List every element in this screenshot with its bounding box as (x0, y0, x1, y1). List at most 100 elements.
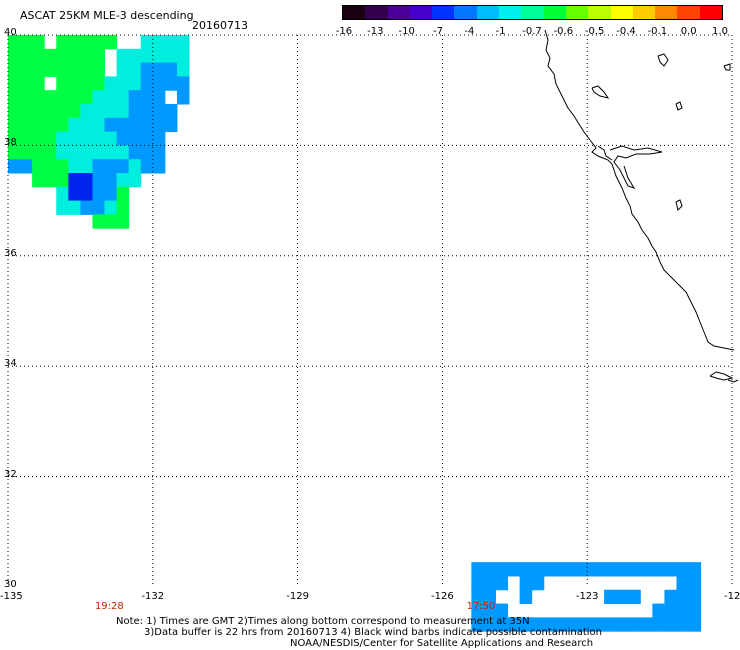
wind-cell (128, 104, 142, 119)
wind-cell (640, 617, 653, 632)
wind-cell (676, 617, 690, 632)
wind-cell (531, 617, 545, 632)
wind-cell (176, 76, 190, 91)
wind-cell (20, 131, 33, 146)
wind-cell (20, 117, 33, 133)
wind-cell (44, 48, 57, 64)
wind-cell (44, 145, 57, 160)
wind-cell (604, 562, 617, 577)
wind-cell (519, 617, 533, 632)
colorbar-swatch (610, 6, 633, 19)
colorbar-swatch (454, 6, 477, 19)
wind-cell (164, 48, 178, 64)
wind-cell (152, 145, 166, 160)
wind-cell (688, 589, 702, 605)
wind-cell (116, 48, 130, 64)
wind-cell (140, 35, 154, 50)
wind-cell (628, 562, 641, 577)
lake-2 (657, 53, 669, 67)
wind-cell (567, 562, 581, 577)
wind-cell (56, 104, 69, 119)
latitude-label: 36 (4, 247, 17, 259)
bay-inlet (597, 145, 613, 161)
wind-cell (471, 562, 484, 577)
colorbar-swatch (521, 6, 544, 19)
longitude-label: -123 (575, 591, 599, 602)
wind-cell (80, 90, 93, 105)
wind-cell (44, 173, 57, 188)
colorbar-label: -0.5 (584, 26, 605, 37)
wind-cell (68, 159, 81, 174)
wind-cell (92, 76, 106, 91)
wind-cell (152, 90, 166, 105)
wind-cell (56, 159, 69, 174)
wind-cell (80, 62, 93, 77)
wind-cell (20, 104, 33, 119)
wind-cell (104, 173, 118, 188)
wind-cell (8, 90, 21, 105)
colorbar-label: -1 (495, 26, 506, 37)
colorbar-swatch (699, 6, 723, 19)
wind-cell (80, 131, 93, 146)
colorbar-swatch (632, 6, 656, 19)
wind-cell (8, 159, 21, 174)
colorbar-label: -13 (367, 26, 384, 37)
wind-cell (20, 159, 33, 174)
colorbar-label: 1.0 (712, 26, 728, 37)
wind-cell (32, 48, 45, 64)
wind-cell (519, 589, 533, 605)
wind-cell (592, 617, 605, 632)
wind-cell (579, 562, 593, 577)
wind-cell (68, 62, 81, 77)
wind-cell (543, 617, 557, 632)
wind-cell (104, 35, 118, 50)
wind-cell (68, 200, 81, 215)
colorbar-label: -0.4 (616, 26, 636, 37)
wind-cell (519, 575, 533, 591)
wind-cell (56, 76, 69, 91)
wind-cell (32, 145, 45, 160)
swath-time-label: 17:50 (466, 601, 496, 612)
wind-cell (8, 104, 21, 119)
wind-cell (652, 562, 665, 577)
wind-cell (555, 617, 569, 632)
wind-cell (140, 117, 154, 133)
coastline (544, 29, 739, 383)
graticule (7, 34, 733, 587)
wind-cell (495, 617, 509, 632)
wind-cell (628, 617, 641, 632)
wind-cell (56, 131, 69, 146)
sf-bay-outline (609, 145, 663, 189)
wind-cell (92, 62, 106, 77)
wind-cell (152, 35, 166, 50)
wind-cell (592, 562, 605, 577)
wind-cell (20, 145, 33, 160)
wind-cell (116, 186, 130, 202)
wind-cell (8, 131, 21, 146)
wind-cell (104, 76, 118, 91)
wind-cell (495, 575, 509, 591)
wind-cell (56, 200, 69, 215)
wind-cell (92, 159, 106, 174)
wind-cell (176, 35, 190, 50)
latitude-label: 32 (4, 468, 17, 480)
longitude-label: -132 (141, 591, 165, 602)
wind-cell (543, 562, 557, 577)
wind-cell (531, 575, 545, 591)
wind-cell (56, 35, 69, 50)
wind-cell (579, 617, 593, 632)
wind-cell (80, 76, 93, 91)
wind-cell (104, 131, 118, 146)
wind-cell (80, 145, 93, 160)
wind-cell (616, 589, 629, 605)
latitude-label: 40 (4, 27, 17, 38)
wind-cell (80, 159, 93, 174)
wind-cell (507, 617, 521, 632)
colorbar-swatch (655, 6, 678, 19)
wind-cell (519, 562, 533, 577)
wind-cell (152, 48, 166, 64)
wind-cell (652, 603, 665, 618)
longitude-label: -129 (286, 591, 309, 602)
product-date: 20160713 (192, 19, 248, 32)
wind-cell (32, 173, 45, 188)
